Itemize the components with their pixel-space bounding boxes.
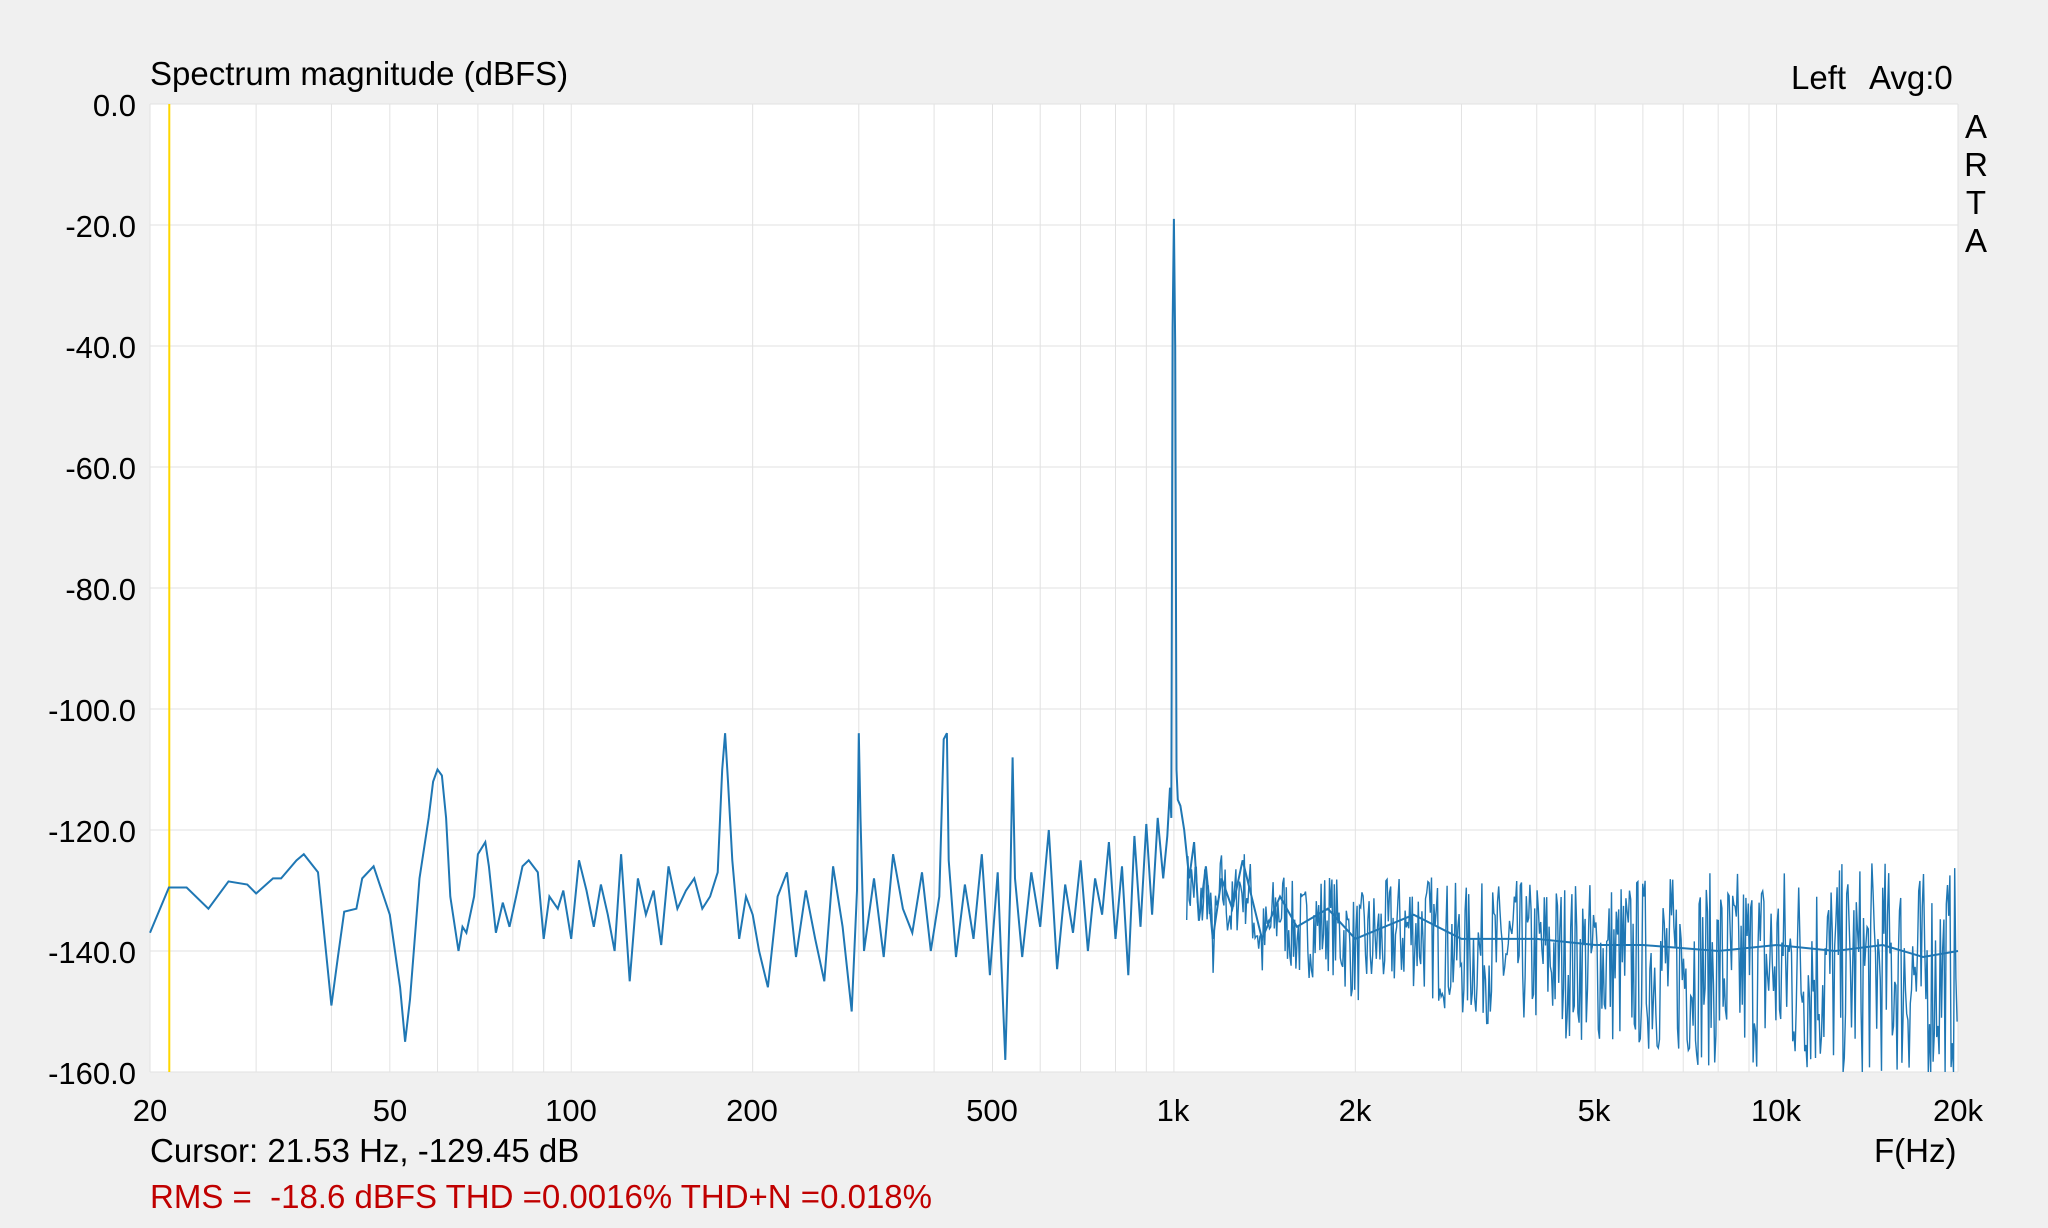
y-tick-label: -160.0: [48, 1056, 136, 1091]
cursor-readout: Cursor: 21.53 Hz, -129.45 dB: [150, 1132, 580, 1169]
watermark-letter: A: [1964, 108, 1987, 145]
arta-watermark: A R T A: [1961, 108, 1991, 260]
watermark-letter: T: [1965, 184, 1987, 221]
y-tick-label: 0.0: [92, 88, 136, 123]
y-tick-label: -100.0: [48, 693, 136, 728]
watermark-letter: A: [1964, 222, 1987, 259]
channel-label: Left: [1791, 59, 1847, 96]
spectrum-noise-fill: [1186, 854, 1958, 1073]
watermark-letter: R: [1964, 146, 1988, 183]
x-tick-label: 100: [545, 1093, 597, 1128]
x-tick-label: 500: [966, 1093, 1018, 1128]
x-tick-label: 20k: [1933, 1093, 1983, 1128]
x-axis-label: F(Hz): [1874, 1132, 1957, 1169]
y-tick-label: -60.0: [65, 451, 136, 486]
y-tick-label: -120.0: [48, 814, 136, 849]
y-gridlines: [150, 103, 1958, 1073]
x-tick-label: 50: [372, 1093, 408, 1128]
y-tick-label: -80.0: [65, 572, 136, 607]
avg-label: Avg:0: [1869, 59, 1953, 96]
noise-floor-trace: [1186, 854, 1958, 1073]
x-tick-label: 1k: [1156, 1093, 1190, 1128]
x-tick-label: 20: [132, 1093, 168, 1128]
x-tick-label: 200: [726, 1093, 778, 1128]
y-tick-label: -140.0: [48, 935, 136, 970]
x-tick-label: 10k: [1751, 1093, 1801, 1128]
x-tick-label: 2k: [1338, 1093, 1372, 1128]
y-tick-label: -20.0: [65, 209, 136, 244]
x-tick-label: 5k: [1577, 1093, 1611, 1128]
spectrum-trace: [149, 218, 1959, 1060]
y-tick-label: -40.0: [65, 330, 136, 365]
chart-title: Spectrum magnitude (dBFS): [150, 55, 569, 92]
measurement-readout: RMS = -18.6 dBFS THD =0.0016% THD+N =0.0…: [150, 1178, 932, 1215]
